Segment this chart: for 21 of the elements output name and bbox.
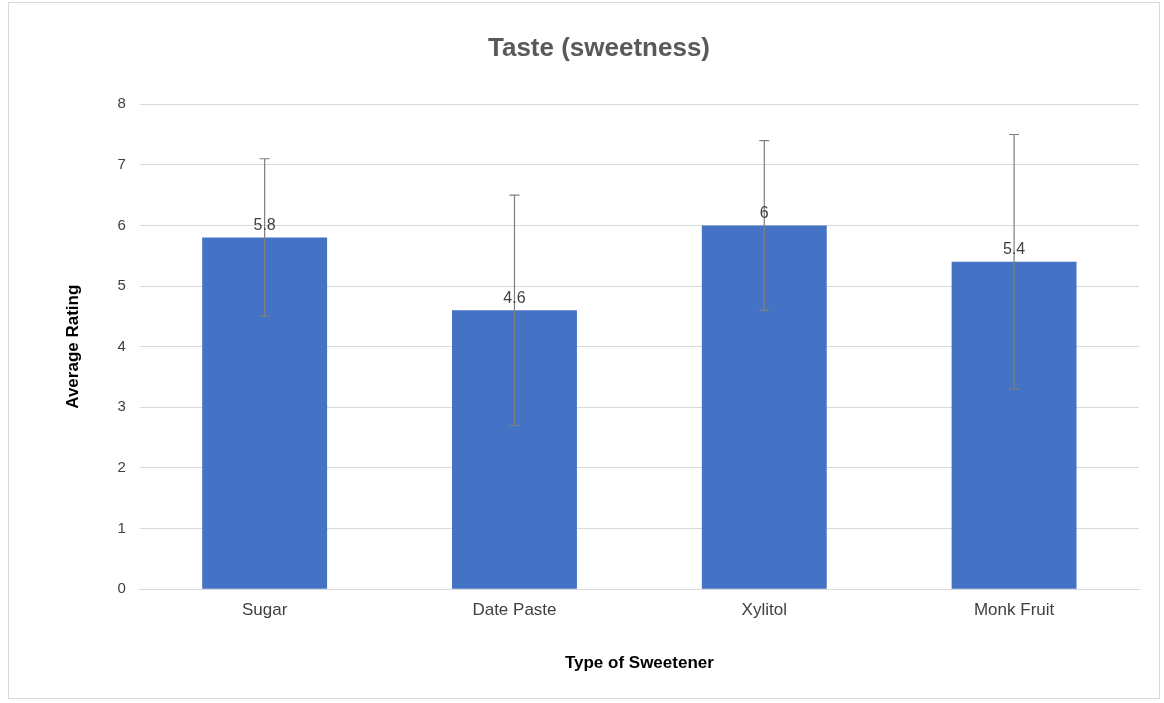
x-tick-label: Date Paste — [472, 600, 557, 620]
y-tick-label: 5 — [117, 276, 126, 294]
y-tick-label: 2 — [117, 458, 126, 476]
y-tick-label: 7 — [117, 154, 126, 172]
y-tick-label: 1 — [117, 518, 126, 536]
y-tick-label: 4 — [117, 336, 126, 354]
x-tick-label: Monk Fruit — [973, 600, 1055, 620]
data-label: 5.4 — [1002, 240, 1026, 258]
x-tick-label: Sugar — [241, 600, 288, 620]
x-tick-label: Xylitol — [741, 600, 787, 620]
bar — [701, 225, 827, 589]
y-tick-label: 6 — [117, 215, 126, 233]
y-tick-label: 8 — [117, 94, 126, 112]
bar — [452, 310, 577, 589]
bar — [951, 261, 1077, 589]
y-axis-title: Average Rating — [62, 284, 82, 409]
x-axis-title: Type of Sweetener — [564, 653, 715, 673]
y-tick-label: 0 — [117, 579, 126, 597]
chart-title: Taste (sweetness) — [487, 31, 711, 62]
y-tick-label: 3 — [117, 397, 126, 415]
bar — [202, 237, 328, 589]
